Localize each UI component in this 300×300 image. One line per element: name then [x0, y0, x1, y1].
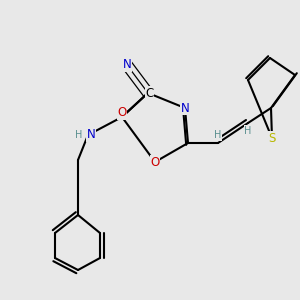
- Text: C: C: [146, 86, 154, 100]
- Text: H: H: [244, 125, 252, 136]
- Text: O: O: [150, 155, 160, 169]
- Text: N: N: [87, 128, 95, 142]
- Text: O: O: [150, 155, 160, 169]
- Text: H: H: [214, 130, 222, 140]
- Text: O: O: [117, 106, 127, 119]
- Text: N: N: [181, 101, 189, 115]
- Text: H: H: [75, 130, 82, 140]
- Text: N: N: [181, 101, 189, 115]
- Text: N: N: [123, 58, 131, 71]
- Text: S: S: [268, 131, 276, 145]
